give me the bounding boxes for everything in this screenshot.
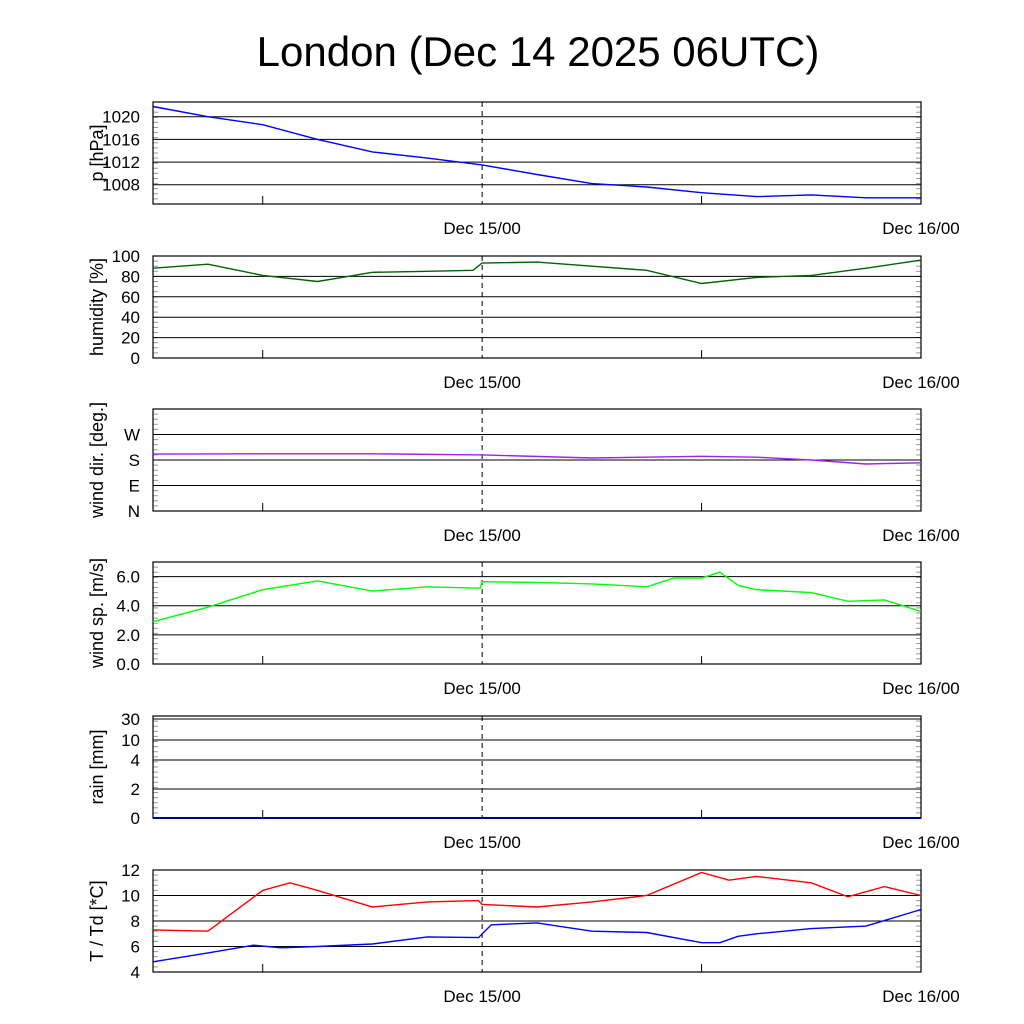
- y-axis-label: humidity [%]: [87, 258, 107, 356]
- series-line-td: [152, 908, 922, 963]
- y-tick-label: 4: [131, 963, 140, 982]
- y-tick-label: 10: [121, 731, 140, 750]
- plot-frame: [152, 869, 922, 973]
- x-tick-label: Dec 16/00: [882, 373, 960, 392]
- series-line-humidity: [152, 259, 922, 285]
- y-tick-label: 60: [121, 288, 140, 307]
- panel-temperature: 4 6 8 10 12 Dec 15/00 Dec 16/00 T / Td [*C]: [87, 861, 960, 1006]
- series-line-t: [152, 871, 922, 932]
- plot-frame: [152, 561, 922, 665]
- x-tick-label: Dec 15/00: [443, 833, 521, 852]
- chart-title: London (Dec 14 2025 06UTC): [257, 28, 820, 75]
- y-tick-label: 1012: [102, 153, 140, 172]
- y-axis-label: rain [mm]: [87, 729, 107, 804]
- y-axis-label: wind sp. [m/s]: [87, 558, 107, 669]
- y-tick-label: 8: [131, 912, 140, 931]
- y-tick-label: 12: [121, 861, 140, 880]
- y-tick-label: 100: [112, 247, 140, 266]
- y-tick-label: 1016: [102, 130, 140, 149]
- y-tick-label: 2: [131, 780, 140, 799]
- series-line-p: [152, 105, 921, 199]
- y-tick-label: 10: [121, 887, 140, 906]
- y-axis-label: p [hPa]: [87, 124, 107, 181]
- panel-pressure: 1008 1012 1016 1020 Dec 15/00 Dec 16/00 p [hPa…: [87, 101, 960, 238]
- plot-frame: [152, 408, 922, 512]
- plot-frame: [152, 715, 922, 819]
- y-axis-label: T / Td [*C]: [87, 880, 107, 961]
- panel-rain: 0 2 410 30 Dec 15/00 Dec 16/00 rain [mm]: [87, 710, 960, 852]
- y-tick-label: 1008: [102, 176, 140, 195]
- panel-wind-speed: 0.0 2.0 4.0 6.0 Dec 15/00 Dec 16/00 wind sp. […: [87, 558, 960, 698]
- y-tick-label: 1020: [102, 108, 140, 127]
- x-tick-label: Dec 16/00: [882, 526, 960, 545]
- y-tick-label: 2.0: [116, 626, 140, 645]
- y-tick-label: S: [129, 451, 140, 470]
- y-tick-label: 4.0: [116, 597, 140, 616]
- y-tick-label: 30: [121, 710, 140, 729]
- x-tick-label: Dec 15/00: [443, 679, 521, 698]
- x-tick-label: Dec 15/00: [443, 219, 521, 238]
- x-tick-label: Dec 15/00: [443, 373, 521, 392]
- y-tick-label: 0: [131, 809, 140, 828]
- series-line-wind-dir: [152, 453, 922, 465]
- y-tick-label: 20: [121, 329, 140, 348]
- y-tick-label: 0.0: [116, 655, 140, 674]
- y-tick-label: 4: [131, 751, 140, 770]
- y-tick-label: W: [124, 426, 140, 445]
- x-tick-label: Dec 15/00: [443, 526, 521, 545]
- x-tick-label: Dec 15/00: [443, 987, 521, 1006]
- y-tick-label: 80: [121, 267, 140, 286]
- plot-frame: [152, 255, 922, 359]
- y-axis-label: wind dir. [deg.]: [87, 402, 107, 519]
- series-line-wind-sp: [152, 571, 922, 623]
- y-tick-label: E: [129, 477, 140, 496]
- plot-frame: [152, 101, 922, 205]
- y-tick-label: 6: [131, 938, 140, 957]
- x-tick-label: Dec 16/00: [882, 987, 960, 1006]
- x-tick-label: Dec 16/00: [882, 679, 960, 698]
- x-tick-label: Dec 16/00: [882, 833, 960, 852]
- y-tick-label: N: [128, 502, 140, 521]
- y-tick-label: 40: [121, 308, 140, 327]
- y-tick-label: 6.0: [116, 568, 140, 587]
- y-tick-label: 0: [131, 349, 140, 368]
- x-tick-label: Dec 16/00: [882, 219, 960, 238]
